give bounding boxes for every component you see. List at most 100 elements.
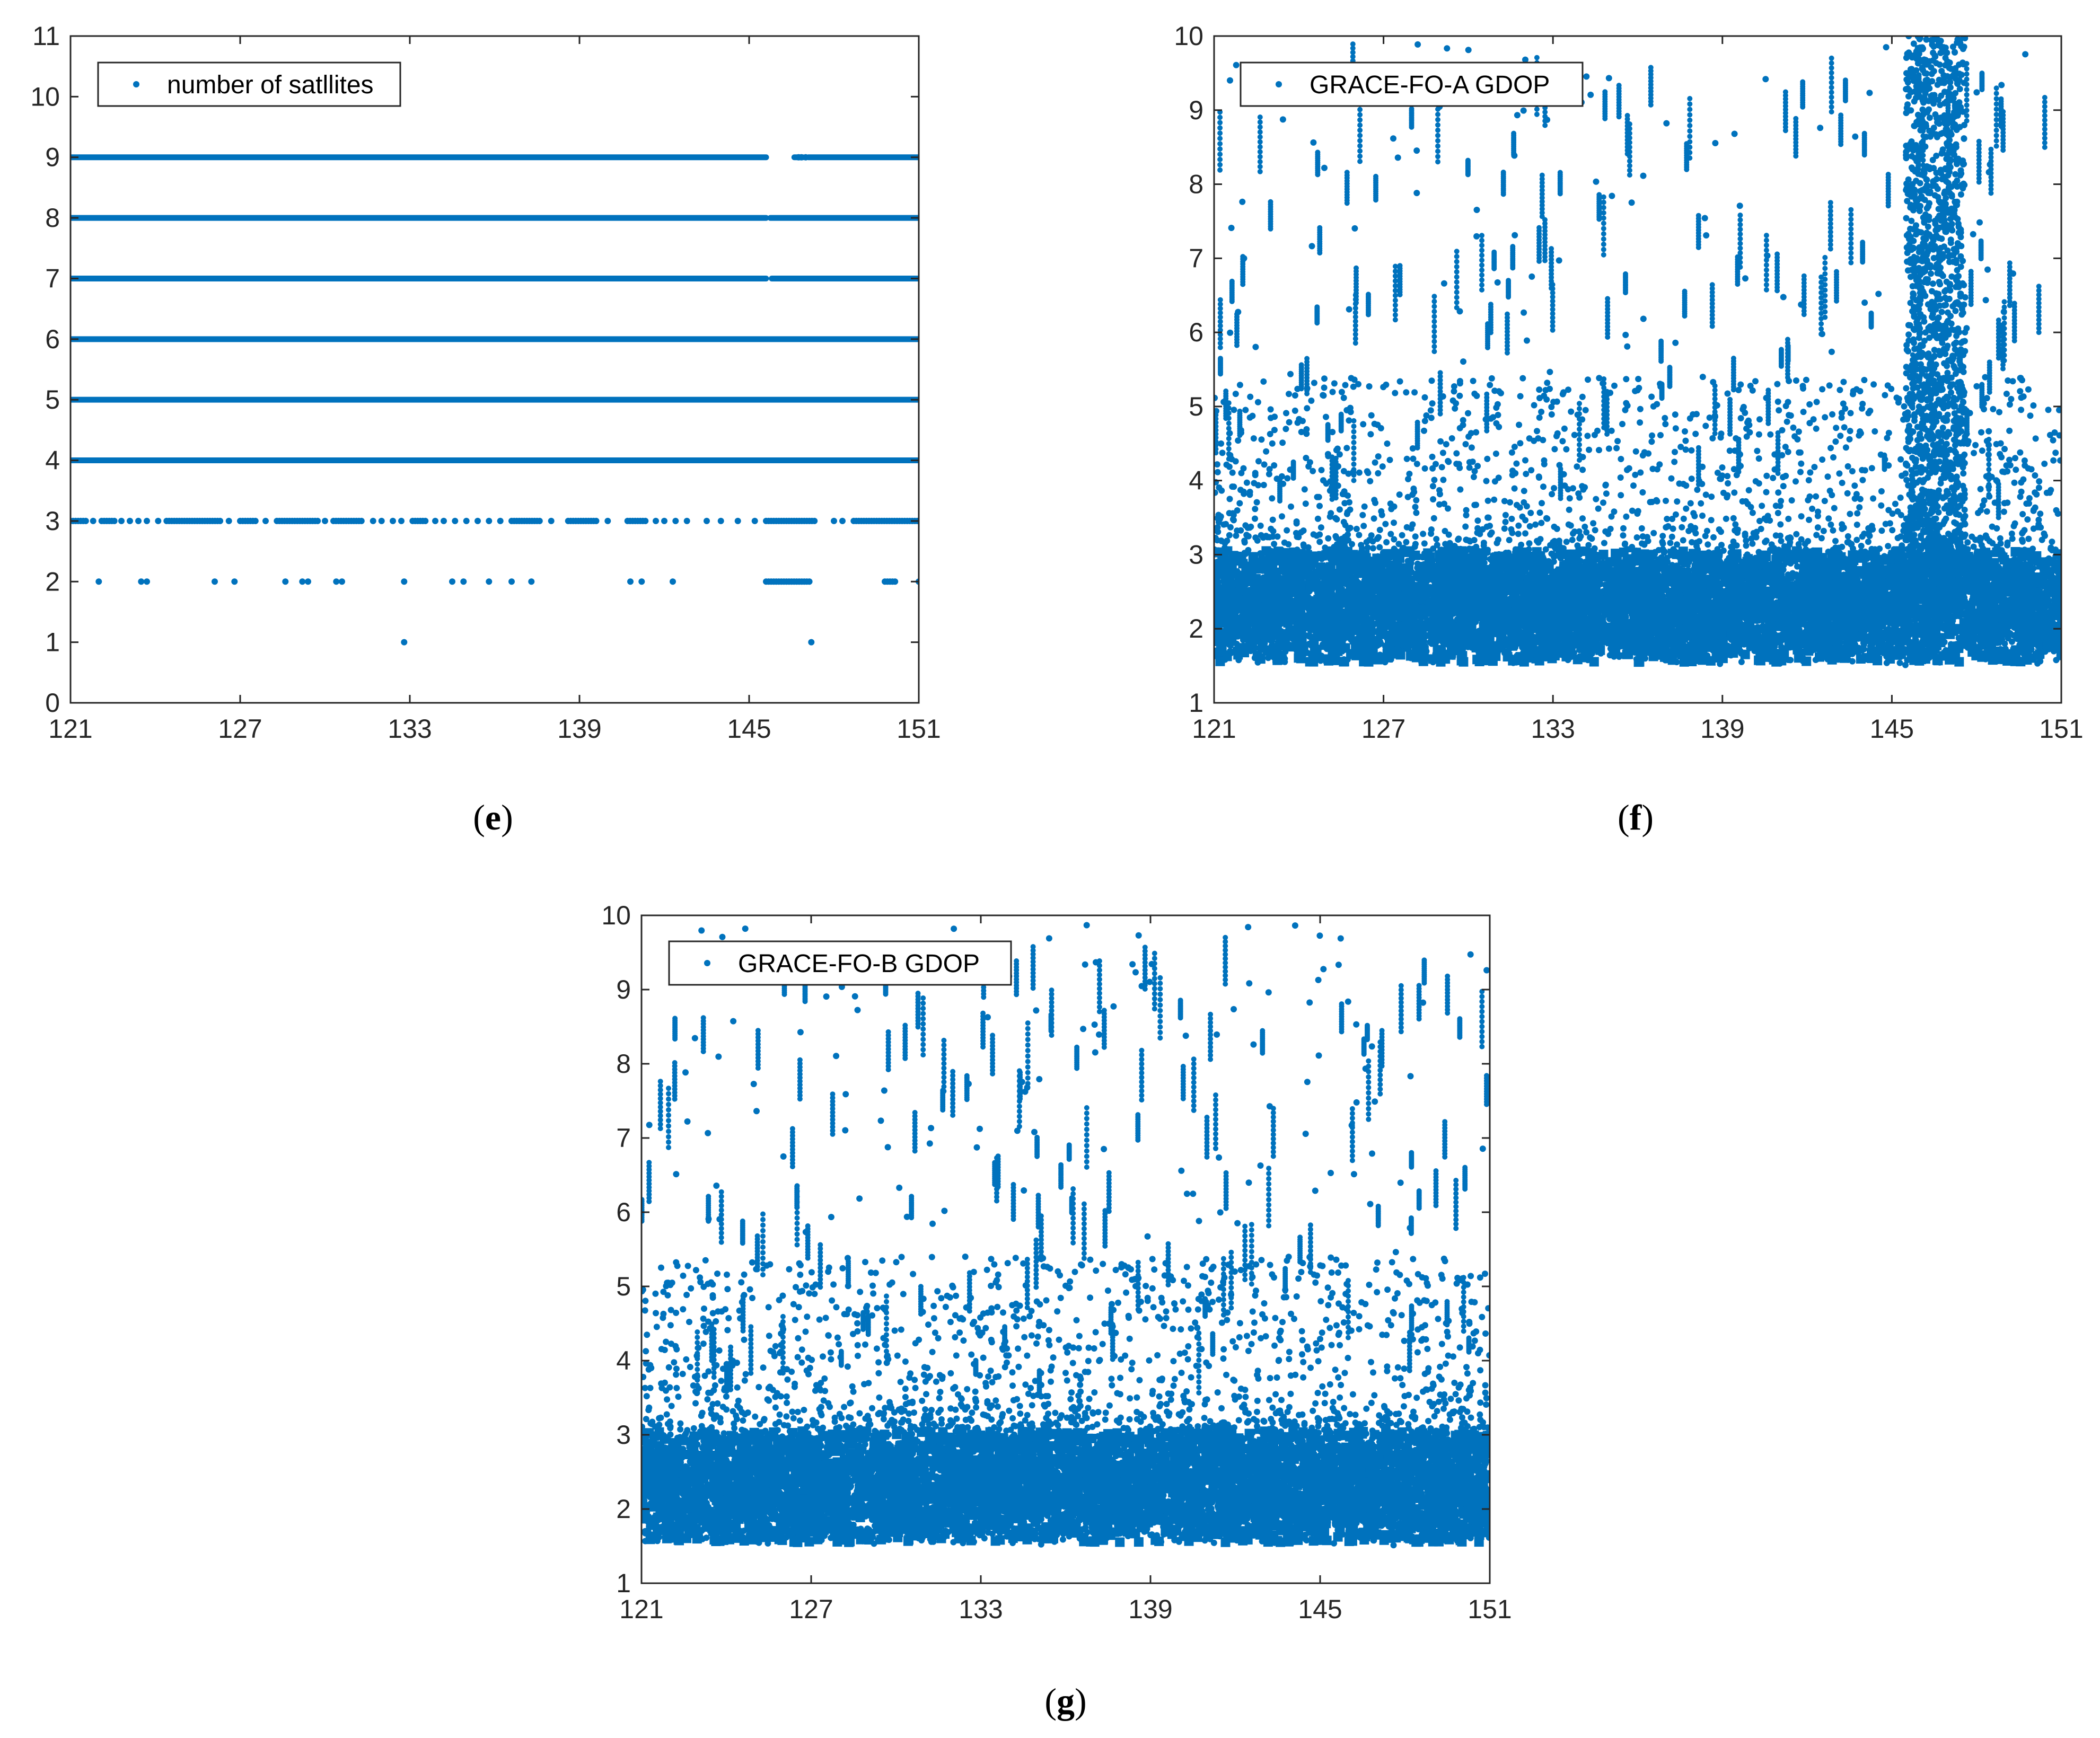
gdop-point [1982, 297, 1989, 304]
legend-e: number of satllites [97, 61, 401, 107]
series-point-2 [339, 578, 345, 585]
gdop-point [1474, 517, 1481, 524]
gdop-point [1830, 454, 1837, 461]
series-point-3 [111, 517, 118, 524]
gdop-point [2017, 449, 2024, 456]
gdop-point [1983, 395, 1990, 402]
gdop-point [1534, 428, 1540, 435]
gdop-point [1413, 147, 1420, 154]
series-point-3 [751, 517, 758, 524]
gdop-point [1783, 418, 1790, 425]
gdop-point [1859, 477, 1866, 483]
gdop-point [1556, 257, 1562, 264]
gdop-point [1798, 513, 1805, 520]
gdop-point [1403, 539, 1410, 545]
series-point-3 [704, 517, 710, 524]
series-point-3 [463, 517, 470, 524]
gdop-point [1742, 409, 1748, 416]
series-point-2 [299, 578, 306, 585]
gdop-point [1774, 398, 1781, 405]
gdop-point [1502, 511, 1509, 518]
gdop-point [1676, 480, 1683, 487]
gdop-point [1595, 505, 1602, 512]
gdop-point [1853, 522, 1860, 528]
x-tick-label: 133 [388, 714, 432, 744]
gdop-point [1844, 463, 1851, 470]
series-point-3 [217, 517, 224, 524]
y-tick-label: 4 [45, 446, 60, 475]
gdop-point [1429, 483, 1436, 490]
gdop-point [1849, 468, 1856, 474]
gdop-point [1457, 486, 1464, 493]
gdop-point [1743, 433, 1750, 440]
gdop-point [1440, 280, 1447, 287]
gdop-point [1219, 449, 1226, 456]
gdop-point [1742, 275, 1748, 282]
gdop-point [2030, 525, 2037, 532]
gdop-point [1387, 500, 1394, 507]
gdop-point [1286, 419, 1293, 426]
gdop-point [1526, 523, 1533, 530]
series-point-2 [627, 578, 634, 585]
gdop-point [1767, 431, 1774, 438]
gdop-point [1515, 531, 1522, 537]
gdop-point [1883, 44, 1890, 51]
gdop-point [1513, 460, 1520, 467]
gdop-point [1897, 533, 1904, 540]
gdop-point [1304, 405, 1311, 412]
gdop-point [1719, 464, 1726, 471]
points-e [71, 154, 919, 646]
series-point-2 [144, 578, 150, 585]
gdop-point [1793, 531, 1800, 537]
gdop-point [1710, 534, 1717, 541]
gdop-point [2007, 462, 2014, 469]
gdop-point [1528, 273, 1535, 280]
gdop-point [1235, 437, 1242, 444]
gdop-point [1997, 535, 2004, 542]
gdop-point [1547, 368, 1553, 375]
gdop-point [2017, 388, 2024, 395]
gdop-point [1271, 462, 1278, 469]
gdop-point [1703, 232, 1710, 239]
gdop-point [1885, 543, 1892, 550]
gdop-point [1672, 511, 1679, 518]
gdop-point [1493, 540, 1500, 546]
gdop-point [1471, 501, 1478, 508]
gdop-point [1316, 502, 1323, 509]
gdop-point [1257, 522, 1264, 529]
gdop-point [2050, 457, 2057, 464]
series-point-2 [305, 578, 311, 585]
gdop-point [1451, 383, 1457, 390]
gdop-point [1445, 458, 1452, 465]
gdop-point [1252, 506, 1259, 513]
gdop-point [2013, 466, 2019, 473]
gdop-point [1662, 421, 1669, 428]
series-point-2 [638, 578, 645, 585]
gdop-point [1885, 429, 1892, 436]
gdop-point [1288, 503, 1294, 510]
gdop-point [1749, 509, 1756, 516]
gdop-point [1990, 405, 1997, 412]
gdop-point [1436, 487, 1443, 493]
gdop-point [1596, 375, 1603, 382]
gdop-point [1704, 541, 1711, 548]
gdop-point [1701, 215, 1708, 222]
points-f [1214, 36, 2061, 668]
y-tick-label: 0 [45, 688, 60, 718]
gdop-point [1806, 401, 1813, 408]
gdop-point [1227, 329, 1234, 336]
gdop-point [1817, 125, 1824, 131]
gdop-point [1793, 377, 1799, 384]
series-point-3 [370, 517, 376, 524]
gdop-point [1549, 491, 1556, 498]
gdop-point [1543, 396, 1550, 403]
gdop-point [1566, 506, 1572, 513]
gdop-point [1738, 658, 1745, 665]
gdop-point [1698, 500, 1704, 507]
gdop-point [1977, 486, 1984, 492]
gdop-point [1819, 386, 1826, 393]
gdop-point [1358, 542, 1365, 549]
gdop-point [1629, 507, 1636, 514]
